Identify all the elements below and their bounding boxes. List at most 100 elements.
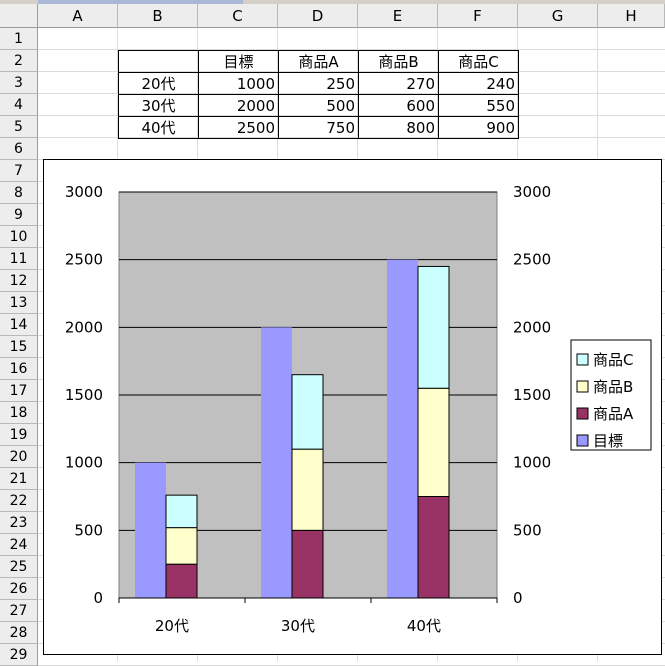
table-value-cell[interactable]: 800	[358, 116, 439, 139]
column-header-a[interactable]: A	[38, 4, 118, 28]
table-value-cell[interactable]: 1000	[198, 72, 279, 95]
table-value-cell[interactable]: 270	[358, 72, 439, 95]
legend-label: 商品B	[593, 378, 633, 396]
table-value-cell[interactable]: 240	[438, 72, 519, 95]
row-header-8[interactable]: 8	[0, 182, 38, 204]
toolbar-strip	[0, 0, 665, 4]
grid-line-horizontal	[38, 115, 665, 116]
table-header-cell[interactable]: 商品A	[278, 50, 359, 73]
table-value-cell[interactable]: 500	[278, 94, 359, 117]
row-header-20[interactable]: 20	[0, 446, 38, 468]
column-header-h[interactable]: H	[598, 4, 665, 28]
table-header-cell[interactable]	[118, 50, 199, 73]
table-value-cell[interactable]: 600	[358, 94, 439, 117]
row-header-2[interactable]: 2	[0, 50, 38, 72]
select-all-corner[interactable]	[0, 4, 38, 28]
column-header-f[interactable]: F	[438, 4, 518, 28]
table-row-label[interactable]: 40代	[118, 116, 199, 139]
row-header-25[interactable]: 25	[0, 556, 38, 578]
bar-商品A	[291, 529, 324, 599]
table-header-cell[interactable]: 目標	[198, 50, 279, 73]
legend-swatch	[576, 434, 589, 447]
row-header-15[interactable]: 15	[0, 336, 38, 358]
bar-商品C	[417, 265, 450, 389]
y-tick-label: 2000	[65, 318, 103, 336]
column-header-c[interactable]: C	[198, 4, 278, 28]
bar-target	[387, 259, 418, 598]
chart-area[interactable]: 0 500 1000 1500 2000 2500 3000 0 500 1000 1500 2000…	[43, 159, 662, 655]
row-header-26[interactable]: 26	[0, 578, 38, 600]
bar-商品A	[165, 563, 198, 599]
grid-line-horizontal	[38, 93, 665, 94]
table-value-cell[interactable]: 250	[278, 72, 359, 95]
row-header-16[interactable]: 16	[0, 358, 38, 380]
y2-tick-label: 0	[513, 589, 523, 607]
x-tick-label: 30代	[281, 617, 315, 635]
y-tick-label: 1500	[65, 386, 103, 404]
legend-label: 商品A	[593, 405, 634, 423]
table-header-cell[interactable]: 商品B	[358, 50, 439, 73]
row-header-7[interactable]: 7	[0, 160, 38, 182]
legend-label: 商品C	[593, 351, 633, 369]
table-value-cell[interactable]: 750	[278, 116, 359, 139]
row-header-5[interactable]: 5	[0, 116, 38, 138]
table-row-label[interactable]: 20代	[118, 72, 199, 95]
row-header-21[interactable]: 21	[0, 468, 38, 490]
column-header-e[interactable]: E	[358, 4, 438, 28]
stacked-column-chart[interactable]: 0 500 1000 1500 2000 2500 3000 0 500 1000 1500 2000…	[44, 160, 661, 654]
grid-line-horizontal	[38, 49, 665, 50]
row-header-11[interactable]: 11	[0, 248, 38, 270]
column-header-b[interactable]: B	[118, 4, 198, 28]
legend-swatch	[576, 407, 589, 420]
row-header-22[interactable]: 22	[0, 490, 38, 512]
row-header-17[interactable]: 17	[0, 380, 38, 402]
row-header-27[interactable]: 27	[0, 600, 38, 622]
y-tick-label: 0	[93, 589, 103, 607]
row-header-23[interactable]: 23	[0, 512, 38, 534]
y2-tick-label: 3000	[513, 183, 551, 201]
x-tick-label: 40代	[407, 617, 441, 635]
table-row-label[interactable]: 30代	[118, 94, 199, 117]
y2-tick-label: 500	[513, 521, 542, 539]
y2-tick-label: 1000	[513, 454, 551, 472]
table-value-cell[interactable]: 550	[438, 94, 519, 117]
bar-商品B	[417, 387, 450, 498]
row-header-6[interactable]: 6	[0, 138, 38, 160]
table-header-cell[interactable]: 商品C	[438, 50, 519, 73]
grid-line-horizontal	[38, 137, 665, 138]
table-value-cell[interactable]: 900	[438, 116, 519, 139]
toolbar-strip-highlight	[38, 0, 243, 4]
row-header-9[interactable]: 9	[0, 204, 38, 226]
bar-商品B	[165, 527, 198, 565]
y-tick-label: 2500	[65, 251, 103, 269]
bar-商品C	[165, 494, 198, 529]
row-header-13[interactable]: 13	[0, 292, 38, 314]
column-header-d[interactable]: D	[278, 4, 358, 28]
row-header-10[interactable]: 10	[0, 226, 38, 248]
row-header-29[interactable]: 29	[0, 644, 38, 666]
y-tick-label: 500	[74, 521, 103, 539]
row-header-14[interactable]: 14	[0, 314, 38, 336]
bar-target	[261, 327, 292, 598]
row-header-28[interactable]: 28	[0, 622, 38, 644]
row-header-3[interactable]: 3	[0, 72, 38, 94]
grid-line-horizontal	[38, 71, 665, 72]
row-header-4[interactable]: 4	[0, 94, 38, 116]
y-tick-label: 1000	[65, 454, 103, 472]
y2-tick-label: 1500	[513, 386, 551, 404]
table-value-cell[interactable]: 2000	[198, 94, 279, 117]
row-header-12[interactable]: 12	[0, 270, 38, 292]
row-header-24[interactable]: 24	[0, 534, 38, 556]
y2-tick-label: 2500	[513, 251, 551, 269]
bar-商品C	[291, 374, 324, 450]
row-header-18[interactable]: 18	[0, 402, 38, 424]
y-tick-label: 3000	[65, 183, 103, 201]
row-header-1[interactable]: 1	[0, 28, 38, 50]
table-value-cell[interactable]: 2500	[198, 116, 279, 139]
bar-商品B	[291, 448, 324, 531]
legend-swatch	[576, 353, 589, 366]
x-tick-label: 20代	[155, 617, 189, 635]
row-header-19[interactable]: 19	[0, 424, 38, 446]
column-header-g[interactable]: G	[518, 4, 598, 28]
